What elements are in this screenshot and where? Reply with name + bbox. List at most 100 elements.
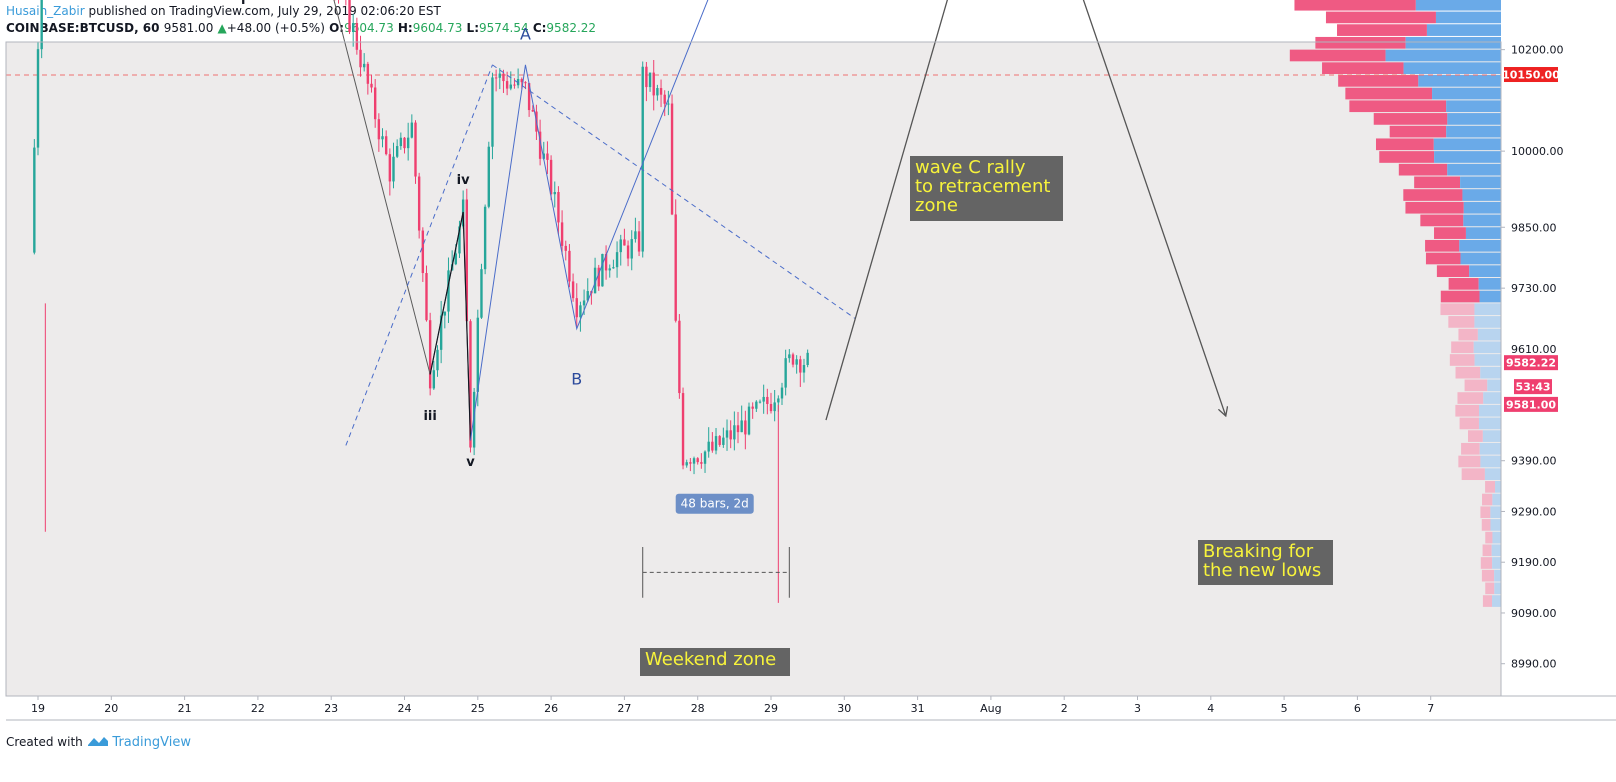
- time-tick-label: 30: [837, 702, 851, 715]
- volume-profile-bar: [1455, 366, 1481, 379]
- candle-body: [788, 354, 791, 359]
- candle-body: [791, 354, 795, 365]
- volume-profile-bar: [1435, 11, 1501, 24]
- wave-label-iv: iv: [457, 173, 470, 188]
- volume-profile-bar: [1480, 506, 1491, 519]
- volume-profile-bar: [1461, 442, 1480, 455]
- tradingview-brand[interactable]: TradingView: [112, 735, 191, 750]
- volume-profile-bar: [1492, 595, 1501, 607]
- candle-body: [560, 222, 564, 246]
- candle-body: [733, 425, 736, 440]
- volume-profile-bar: [1494, 582, 1501, 595]
- time-tick-label: 25: [471, 702, 485, 715]
- candle-body: [557, 192, 560, 223]
- symbol-name: COINBASE:BTCUSD, 60: [6, 21, 160, 35]
- volume-profile-bar: [1479, 404, 1501, 417]
- candle-body: [549, 159, 553, 195]
- volume-profile-bar: [1485, 582, 1495, 595]
- price-tag: [1504, 67, 1558, 83]
- candle-body: [513, 84, 516, 86]
- volume-profile-bar: [1433, 138, 1501, 151]
- wave-iv-line: [429, 211, 472, 441]
- candle-body: [685, 462, 688, 466]
- author-link[interactable]: Husain_Zabir: [6, 4, 85, 18]
- candle-body: [612, 267, 615, 269]
- candle-body: [443, 311, 447, 316]
- candle-body: [641, 66, 644, 252]
- date-range-label: 48 bars, 2d: [681, 497, 749, 511]
- time-tick-label: 23: [324, 702, 338, 715]
- volume-profile-bar: [1485, 531, 1493, 544]
- volume-profile-bar: [1425, 239, 1460, 252]
- candle-body: [359, 49, 362, 68]
- volume-profile-bar: [1482, 430, 1501, 442]
- candle-body: [696, 458, 699, 463]
- candle-body: [597, 267, 600, 287]
- candle-body: [381, 136, 384, 140]
- time-axis: 19 20 21 22 23 24 25 26 27 28 29 30 31 Aug 2 3 4 5 6 7: [6, 695, 1616, 721]
- volume-profile-bar: [1491, 544, 1501, 557]
- price-tag-label: 53:43: [1515, 381, 1550, 394]
- price-tag-label: 10150.00: [1502, 69, 1560, 82]
- volume-profile-bar: [1481, 569, 1495, 582]
- volume-profile-bar: [1389, 125, 1447, 138]
- footer: Created with TradingView: [6, 735, 191, 750]
- price-tick-label: 9290.00: [1511, 505, 1557, 518]
- price-tick-label: 10000.00: [1511, 145, 1564, 158]
- volume-profile-bar: [1460, 176, 1501, 189]
- candle-body: [773, 402, 776, 412]
- wave-label-B: B: [571, 370, 582, 389]
- candle-body: [575, 298, 578, 318]
- volume-profile-bar: [1483, 392, 1501, 404]
- candle-body: [524, 82, 527, 84]
- volume-profile-bar: [1490, 506, 1501, 519]
- time-tick-label: 24: [398, 702, 412, 715]
- candle-body: [36, 49, 40, 148]
- candle-body: [711, 441, 714, 451]
- volume-profile-bar: [1481, 519, 1491, 531]
- volume-profile-bar: [1459, 417, 1479, 430]
- candle-body: [403, 137, 406, 149]
- volume-profile-bar: [1315, 36, 1406, 49]
- volume-profile-bar: [1495, 481, 1501, 493]
- wave-label-A: A: [520, 24, 531, 43]
- time-tick-label: 6: [1354, 702, 1361, 715]
- candle-body: [494, 77, 498, 79]
- candle-body: [425, 273, 428, 321]
- time-tick-label: 28: [691, 702, 705, 715]
- volume-profile-bar: [1420, 214, 1464, 227]
- candle-body: [729, 430, 732, 440]
- candle-body: [678, 320, 681, 394]
- candle-body: [491, 77, 494, 147]
- candle-body: [630, 239, 633, 259]
- volume-profile-bar: [1375, 138, 1434, 151]
- candle-body: [780, 387, 784, 399]
- candle-body: [472, 391, 476, 448]
- candle-body: [348, 0, 351, 33]
- time-tick-label: 20: [104, 702, 118, 715]
- time-tick-label: 2: [1061, 702, 1068, 715]
- chart-plot-area[interactable]: [6, 42, 1501, 696]
- price-tick-label: 9850.00: [1511, 221, 1557, 234]
- volume-profile-bar: [1337, 24, 1427, 36]
- volume-profile-bar: [1478, 278, 1501, 290]
- candle-body: [546, 153, 549, 160]
- candle-body: [498, 73, 501, 78]
- volume-profile-bar: [1492, 493, 1501, 506]
- candle-body: [509, 84, 512, 89]
- volume-profile-bar: [1465, 227, 1501, 239]
- candle-body: [439, 315, 443, 350]
- volume-profile-bar: [1463, 214, 1501, 227]
- volume-profile-bar: [1414, 176, 1461, 189]
- candle-body: [707, 441, 710, 452]
- candle-body: [766, 396, 769, 404]
- volume-profile-bar: [1494, 569, 1501, 582]
- price-tag-label: 9581.00: [1506, 398, 1556, 411]
- volume-profile-bar: [1338, 75, 1419, 87]
- candle-body: [751, 406, 754, 409]
- candle-body: [637, 231, 641, 252]
- time-tick-label: 31: [911, 702, 925, 715]
- candle-body: [505, 81, 509, 89]
- price-tag: [1504, 355, 1558, 371]
